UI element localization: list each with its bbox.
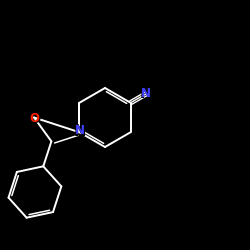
Text: O: O [29,112,39,125]
Text: N: N [75,124,85,138]
Text: O: O [28,111,40,126]
Text: N: N [74,124,86,138]
Text: N: N [140,86,152,101]
Text: N: N [141,87,151,100]
